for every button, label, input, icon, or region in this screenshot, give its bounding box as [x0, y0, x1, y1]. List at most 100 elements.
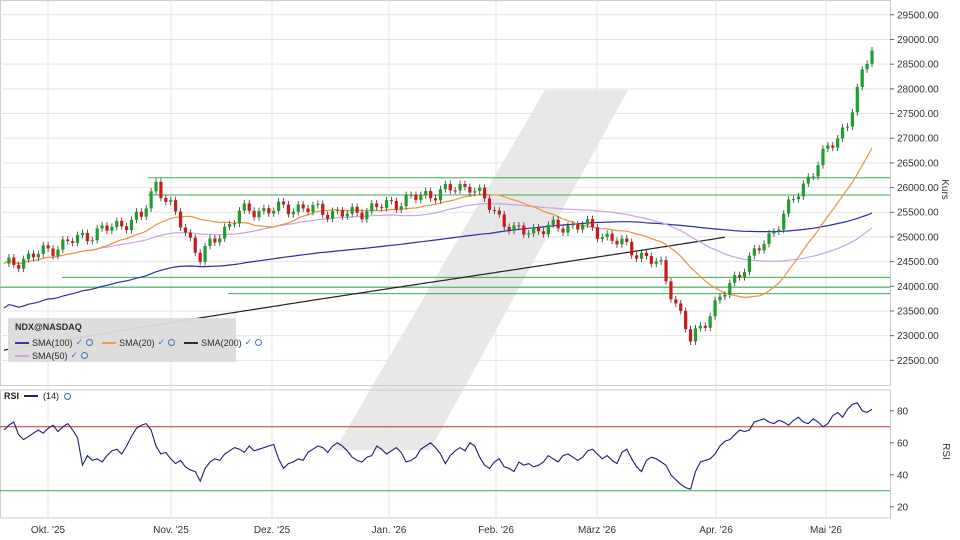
candle-body: [326, 214, 330, 219]
y-tick-label: 26000.00: [897, 183, 939, 194]
x-tick-label: Nov. '25: [153, 525, 189, 536]
candle-body: [585, 219, 590, 225]
candle-body: [237, 210, 241, 224]
indicator-legend: NDX@NASDAQ SMA(100) ✓ SMA(20) ✓ SMA(200)…: [8, 318, 263, 362]
candle-body: [433, 198, 438, 201]
candle-body: [169, 200, 173, 202]
legend-sma50[interactable]: SMA(50) ✓: [15, 350, 89, 361]
candle-body: [291, 211, 295, 215]
legend-sma200[interactable]: SMA(200) ✓: [184, 337, 263, 348]
legend-sma20[interactable]: SMA(20) ✓: [102, 337, 176, 348]
candle-body: [679, 303, 683, 311]
candle-body: [174, 200, 178, 212]
y-tick-label: 23500.00: [897, 306, 939, 317]
candle-body: [615, 240, 619, 245]
candle-body: [767, 233, 771, 244]
candle-body: [855, 86, 859, 113]
candle-body: [639, 252, 644, 259]
candle-body: [816, 165, 820, 177]
y-tick-label: 27500.00: [897, 109, 939, 120]
candle-body: [208, 238, 212, 247]
rsi-tick-label: 40: [897, 470, 909, 481]
candle-body: [178, 211, 183, 228]
candle-body: [801, 183, 805, 197]
candle-body: [286, 204, 291, 215]
candle-body: [684, 310, 688, 330]
candle-body: [183, 227, 188, 233]
candle-body: [120, 220, 124, 227]
candle-body: [139, 211, 143, 217]
y-tick-label: 27000.00: [897, 134, 939, 145]
candle-body: [110, 226, 114, 231]
candle-body: [105, 225, 109, 231]
gear-icon[interactable]: [81, 352, 89, 359]
symbol-label: NDX@NASDAQ: [15, 322, 82, 332]
candle-body: [115, 220, 119, 227]
candle-body: [674, 299, 678, 304]
candle-body: [576, 224, 580, 230]
candle-body: [247, 203, 251, 211]
rsi-axis-title: RSI: [939, 443, 951, 460]
candle-body: [845, 126, 850, 128]
candle-body: [61, 239, 65, 250]
candle-body: [41, 245, 45, 254]
candle-body: [443, 184, 447, 190]
legend-row-2: SMA(50) ✓: [15, 350, 94, 361]
candle-body: [424, 191, 428, 196]
rsi-tick-label: 60: [897, 438, 909, 449]
candle-body: [865, 63, 869, 70]
candle-body: [154, 181, 158, 192]
check-icon[interactable]: ✓: [70, 350, 79, 360]
candle-body: [713, 300, 717, 317]
candle-body: [620, 238, 624, 245]
x-tick-label: Jan. '26: [372, 525, 407, 536]
gear-icon[interactable]: [64, 392, 72, 400]
candle-body: [787, 199, 791, 214]
candle-body: [669, 281, 673, 300]
gear-icon[interactable]: [255, 339, 263, 346]
candle-body: [728, 282, 732, 295]
candle-body: [159, 181, 163, 198]
candle-body: [659, 260, 663, 262]
y-tick-label: 25000.00: [897, 232, 939, 243]
candle-body: [630, 241, 634, 256]
candle-body: [497, 210, 501, 215]
candle-body: [595, 227, 599, 239]
rsi-swatch: [24, 395, 39, 397]
rsi-panel-frame: [0, 389, 891, 519]
candle-body: [502, 214, 506, 227]
gear-icon[interactable]: [86, 339, 94, 346]
candle-body: [478, 187, 482, 192]
sma50-line: [3, 202, 873, 265]
candle-body: [527, 233, 531, 235]
y-tick-label: 24000.00: [897, 282, 939, 293]
check-icon[interactable]: ✓: [75, 337, 84, 347]
candle-body: [791, 199, 796, 201]
candle-body: [757, 248, 761, 251]
candle-body: [752, 248, 756, 256]
candle-body: [404, 194, 408, 207]
x-tick-label: Feb. '26: [478, 525, 514, 536]
candle-body: [551, 219, 555, 225]
candle-body: [747, 255, 752, 273]
candle-body: [360, 212, 364, 220]
candle-body: [507, 226, 511, 231]
check-icon[interactable]: ✓: [157, 337, 166, 347]
sma50-swatch: [15, 354, 29, 357]
check-icon[interactable]: ✓: [244, 337, 253, 347]
candle-body: [144, 208, 148, 217]
candle-body: [316, 203, 320, 206]
candle-body: [355, 206, 359, 213]
candle-body: [590, 219, 595, 228]
candle-body: [649, 256, 653, 264]
y-tick-label: 26500.00: [897, 158, 939, 169]
sma100-swatch: [15, 341, 29, 344]
candle-body: [468, 186, 472, 193]
candle-body: [80, 232, 85, 236]
candle-body: [242, 203, 246, 211]
candle-body: [698, 325, 702, 329]
legend-sma100[interactable]: SMA(100) ✓: [15, 337, 94, 348]
gear-icon[interactable]: [168, 339, 176, 346]
candle-body: [487, 198, 492, 210]
candle-body: [610, 233, 614, 241]
